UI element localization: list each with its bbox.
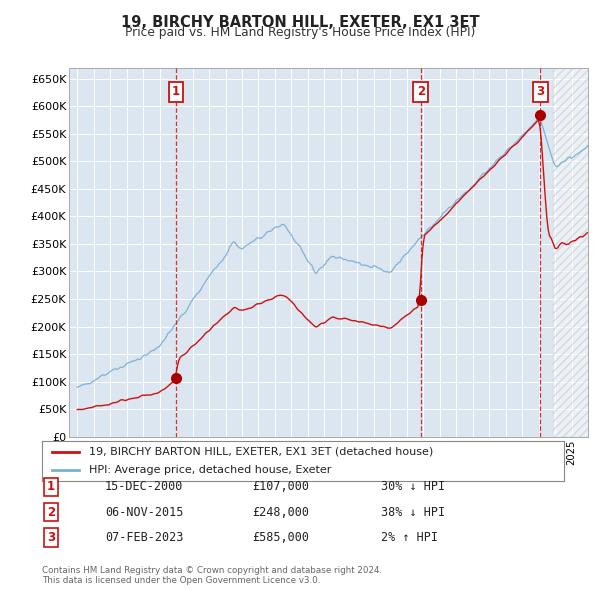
Text: 30% ↓ HPI: 30% ↓ HPI: [381, 480, 445, 493]
Text: 15-DEC-2000: 15-DEC-2000: [105, 480, 184, 493]
Text: £107,000: £107,000: [252, 480, 309, 493]
Text: 2: 2: [417, 86, 425, 99]
Text: 06-NOV-2015: 06-NOV-2015: [105, 506, 184, 519]
Text: Contains HM Land Registry data © Crown copyright and database right 2024.
This d: Contains HM Land Registry data © Crown c…: [42, 566, 382, 585]
Text: £585,000: £585,000: [252, 531, 309, 544]
Text: 19, BIRCHY BARTON HILL, EXETER, EX1 3ET (detached house): 19, BIRCHY BARTON HILL, EXETER, EX1 3ET …: [89, 447, 433, 457]
Text: 3: 3: [536, 86, 544, 99]
Text: £248,000: £248,000: [252, 506, 309, 519]
Text: 1: 1: [172, 86, 180, 99]
Text: 38% ↓ HPI: 38% ↓ HPI: [381, 506, 445, 519]
Text: 19, BIRCHY BARTON HILL, EXETER, EX1 3ET: 19, BIRCHY BARTON HILL, EXETER, EX1 3ET: [121, 15, 479, 30]
Text: 1: 1: [47, 480, 55, 493]
Text: 2% ↑ HPI: 2% ↑ HPI: [381, 531, 438, 544]
Text: 3: 3: [47, 531, 55, 544]
Bar: [553, 68, 596, 437]
Text: HPI: Average price, detached house, Exeter: HPI: Average price, detached house, Exet…: [89, 464, 331, 474]
Text: 2: 2: [47, 506, 55, 519]
Text: Price paid vs. HM Land Registry's House Price Index (HPI): Price paid vs. HM Land Registry's House …: [125, 26, 475, 39]
Text: 07-FEB-2023: 07-FEB-2023: [105, 531, 184, 544]
